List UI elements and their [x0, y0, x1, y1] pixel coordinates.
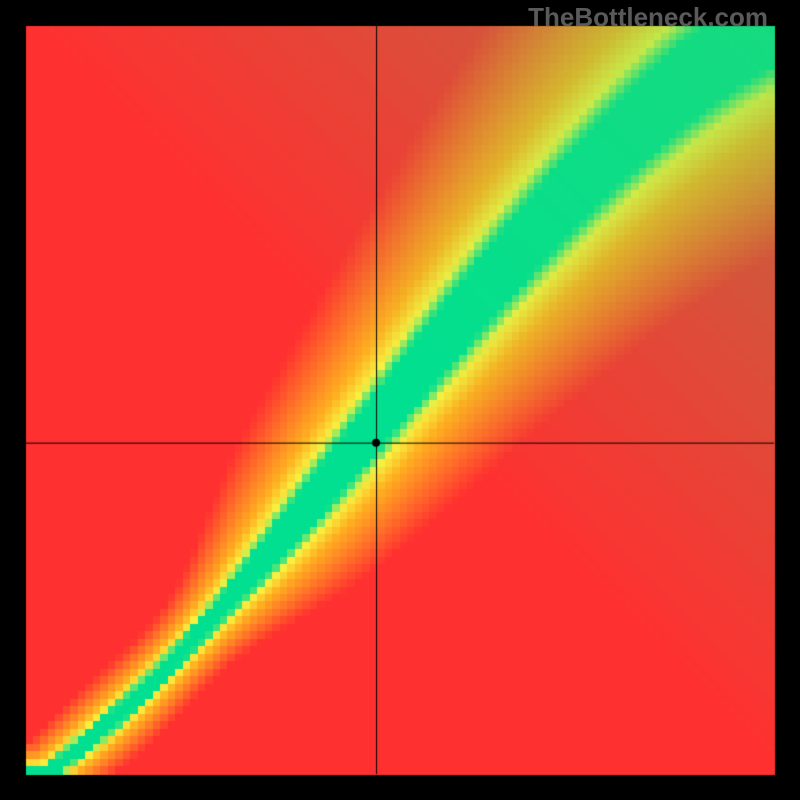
bottleneck-heatmap	[0, 0, 800, 800]
watermark-text: TheBottleneck.com	[528, 2, 768, 33]
chart-container: TheBottleneck.com	[0, 0, 800, 800]
